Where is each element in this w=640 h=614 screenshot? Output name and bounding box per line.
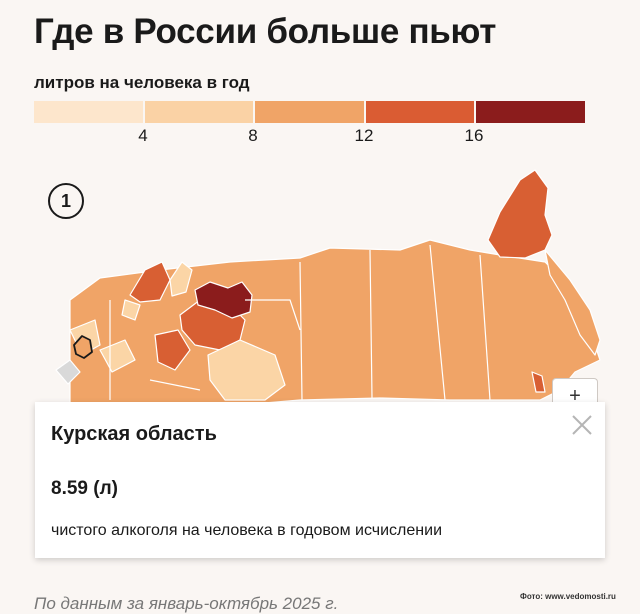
region-komi[interactable] — [154, 329, 191, 371]
step-badge: 1 — [48, 183, 84, 219]
legend-bin-4 — [365, 101, 475, 123]
legend-tick: 8 — [248, 126, 258, 145]
source-note: По данным за январь-октябрь 2025 г. — [34, 594, 339, 613]
region-chukotka[interactable] — [487, 169, 553, 259]
tooltip-region-name: Курская область — [51, 423, 217, 445]
legend-tick: 16 — [464, 126, 484, 145]
map-svg[interactable] — [0, 160, 640, 440]
tooltip-value: 8.59 (л) — [51, 478, 118, 499]
russia-map[interactable] — [0, 160, 640, 440]
page-title: Где в России больше пьют — [34, 12, 497, 51]
region-west-3[interactable] — [121, 299, 141, 321]
color-legend — [34, 101, 585, 123]
legend-tick: 12 — [354, 126, 374, 145]
region-kamchatka[interactable] — [544, 249, 601, 356]
region-no-data — [55, 359, 81, 385]
region-tooltip: Курская область 8.59 (л) чистого алкогол… — [35, 402, 605, 558]
legend-bin-1 — [34, 101, 143, 123]
internal-borders — [109, 244, 491, 401]
legend-bin-2 — [144, 101, 254, 123]
tooltip-description: чистого алкоголя на человека в годовом и… — [51, 522, 442, 539]
legend-ticks: 4 8 12 16 — [34, 126, 585, 148]
close-icon[interactable] — [571, 414, 593, 436]
region-west-2[interactable] — [99, 339, 136, 373]
legend-bin-5 — [476, 101, 585, 123]
legend-tick: 4 — [138, 126, 148, 145]
legend-title: литров на человека в год — [34, 73, 250, 92]
region-tomsk[interactable] — [207, 339, 286, 401]
region-karelia[interactable] — [169, 261, 193, 297]
region-sakhalin[interactable] — [531, 371, 546, 393]
legend-bin-3 — [255, 101, 364, 123]
region-kursk-highlight[interactable] — [73, 335, 93, 359]
photo-credit: Фото: www.vedomosti.ru — [520, 592, 616, 601]
region-yamal[interactable] — [194, 281, 253, 319]
